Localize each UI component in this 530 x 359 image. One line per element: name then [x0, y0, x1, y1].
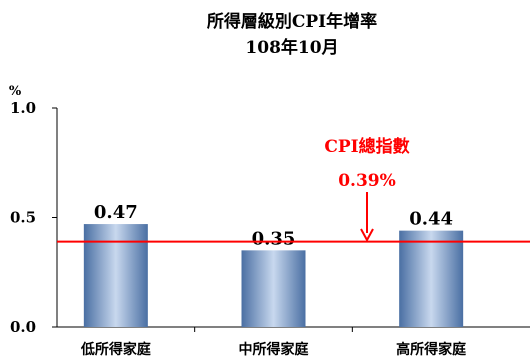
category-label: 中所得家庭 — [239, 341, 310, 358]
chart-title: 所得層級別CPI年增率 — [207, 11, 377, 32]
data-labels-group: 0.47 0.35 0.44 — [94, 202, 453, 249]
bar — [83, 224, 148, 327]
data-label: 0.47 — [94, 202, 138, 223]
bar — [399, 230, 464, 327]
data-label: 0.44 — [409, 209, 453, 230]
y-tick-label: 0.0 — [10, 318, 36, 336]
cpi-reference-label: CPI總指數 — [324, 136, 409, 157]
y-tick-label: 0.5 — [10, 209, 36, 227]
y-tick-label: 1.0 — [10, 99, 36, 117]
category-label: 高所得家庭 — [396, 341, 467, 358]
cpi-arrow-icon — [360, 228, 374, 243]
chart-subtitle: 108年10月 — [245, 37, 338, 58]
category-label: 低所得家庭 — [80, 341, 152, 358]
y-axis-unit: % — [9, 84, 22, 99]
bar — [241, 250, 306, 327]
category-labels-group: 低所得家庭 中所得家庭 高所得家庭 — [80, 327, 467, 358]
cpi-reference-value: 0.39% — [338, 171, 396, 191]
y-axis-ticks: 0.0 0.5 1.0 — [10, 99, 57, 336]
data-label: 0.35 — [252, 228, 296, 249]
